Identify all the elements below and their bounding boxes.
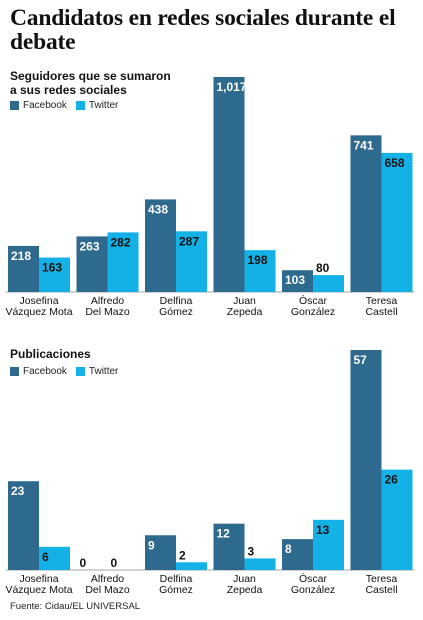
category-label: Gómez — [159, 306, 193, 318]
data-label-twitter: 0 — [111, 556, 118, 570]
source-note: Fuente: Cidau/EL UNIVERSAL — [10, 601, 141, 612]
data-label-twitter: 658 — [385, 156, 405, 170]
facebook-swatch — [10, 367, 19, 376]
bar-facebook — [145, 535, 176, 570]
bar-twitter — [39, 546, 70, 570]
bar-twitter — [107, 232, 139, 292]
legend-label-facebook: Facebook — [23, 366, 67, 377]
twitter-swatch — [75, 101, 85, 110]
data-label-twitter: 80 — [316, 261, 330, 275]
category-label: González — [291, 306, 335, 318]
data-label-facebook: 23 — [11, 484, 25, 498]
legend-item-facebook: Facebook — [10, 100, 67, 111]
category-label: Delfina — [160, 573, 193, 585]
category-label: Vázquez Mota — [5, 306, 72, 318]
data-label-facebook: 103 — [285, 273, 305, 287]
category-label: Castell — [365, 306, 397, 318]
category-label: Josefina — [19, 573, 58, 585]
data-label-twitter: 198 — [248, 253, 268, 267]
twitter-swatch — [75, 367, 85, 376]
legend-label-facebook: Facebook — [23, 100, 67, 111]
data-label-twitter: 282 — [111, 235, 131, 249]
category-label: Juan — [233, 573, 256, 585]
data-label-facebook: 1,017 — [217, 80, 247, 94]
legend-item-twitter: Twitter — [75, 366, 119, 377]
data-label-twitter: 13 — [316, 523, 330, 537]
category-label: Castell — [365, 584, 397, 596]
category-label: Zepeda — [227, 584, 263, 596]
bar-twitter — [244, 558, 276, 570]
category-label: Alfredo — [91, 573, 124, 585]
chart-2-legend: Facebook Twitter — [10, 366, 127, 377]
category-label: Teresa — [366, 295, 398, 307]
category-label: Gómez — [159, 584, 193, 596]
chart-2-title-line-1: Publicaciones — [10, 347, 91, 361]
data-label-facebook: 12 — [217, 527, 231, 541]
chart-1-title-line-1: Seguidores que se sumaron — [10, 69, 171, 83]
legend-item-twitter: Twitter — [75, 100, 119, 111]
data-label-facebook: 263 — [80, 239, 100, 253]
data-label-facebook: 438 — [148, 202, 168, 216]
bar-facebook — [8, 245, 39, 292]
bar-facebook — [350, 350, 382, 570]
bar-facebook — [213, 77, 245, 292]
data-label-facebook: 741 — [354, 138, 374, 152]
bar-facebook — [282, 539, 313, 570]
bar-facebook — [76, 236, 108, 292]
category-label: Alfredo — [91, 295, 124, 307]
category-label: Vázquez Mota — [5, 584, 72, 596]
bar-twitter — [381, 152, 413, 292]
category-label: Óscar — [299, 294, 328, 307]
category-label: Josefina — [19, 295, 58, 307]
legend-item-facebook: Facebook — [10, 366, 67, 377]
data-label-twitter: 2 — [179, 548, 186, 562]
category-label: Teresa — [366, 573, 398, 585]
bar-twitter — [39, 257, 70, 292]
data-label-facebook: 9 — [148, 538, 155, 552]
data-label-facebook: 57 — [354, 353, 368, 367]
data-label-facebook: 218 — [11, 249, 31, 263]
category-label: Zepeda — [227, 306, 263, 318]
bar-twitter — [313, 275, 344, 292]
category-label: Del Mazo — [85, 584, 130, 596]
data-label-facebook: 0 — [80, 556, 87, 570]
data-label-twitter: 6 — [42, 550, 49, 564]
data-label-twitter: 163 — [42, 261, 62, 275]
legend-label-twitter: Twitter — [88, 100, 119, 111]
data-label-facebook: 8 — [285, 542, 292, 556]
bar-twitter — [176, 562, 207, 570]
category-label: González — [291, 584, 335, 596]
legend-label-twitter: Twitter — [88, 366, 119, 377]
category-label: Delfina — [160, 295, 193, 307]
chart-1-title-line-2: a sus redes sociales — [10, 83, 127, 97]
bar-twitter — [381, 469, 413, 570]
bar-facebook — [350, 135, 382, 292]
data-label-twitter: 26 — [385, 473, 399, 487]
bar-facebook — [145, 199, 176, 292]
chart-1-title: Seguidores que se sumaron a sus redes so… — [10, 69, 171, 97]
facebook-swatch — [10, 101, 19, 110]
bar-twitter — [244, 250, 276, 292]
bar-twitter — [176, 231, 207, 292]
bar-twitter — [313, 519, 344, 570]
chart-2-title: Publicaciones — [10, 347, 91, 361]
bar-facebook — [213, 523, 245, 570]
category-label: Juan — [233, 295, 256, 307]
page-title: Candidatos en redes sociales durante el … — [10, 5, 396, 55]
chart-1-legend: Facebook Twitter — [10, 100, 127, 111]
bar-facebook — [282, 270, 313, 292]
category-label: Del Mazo — [85, 306, 130, 318]
category-label: Óscar — [299, 572, 328, 585]
data-label-twitter: 287 — [179, 234, 199, 248]
bar-facebook — [8, 481, 39, 570]
data-label-twitter: 3 — [248, 544, 255, 558]
